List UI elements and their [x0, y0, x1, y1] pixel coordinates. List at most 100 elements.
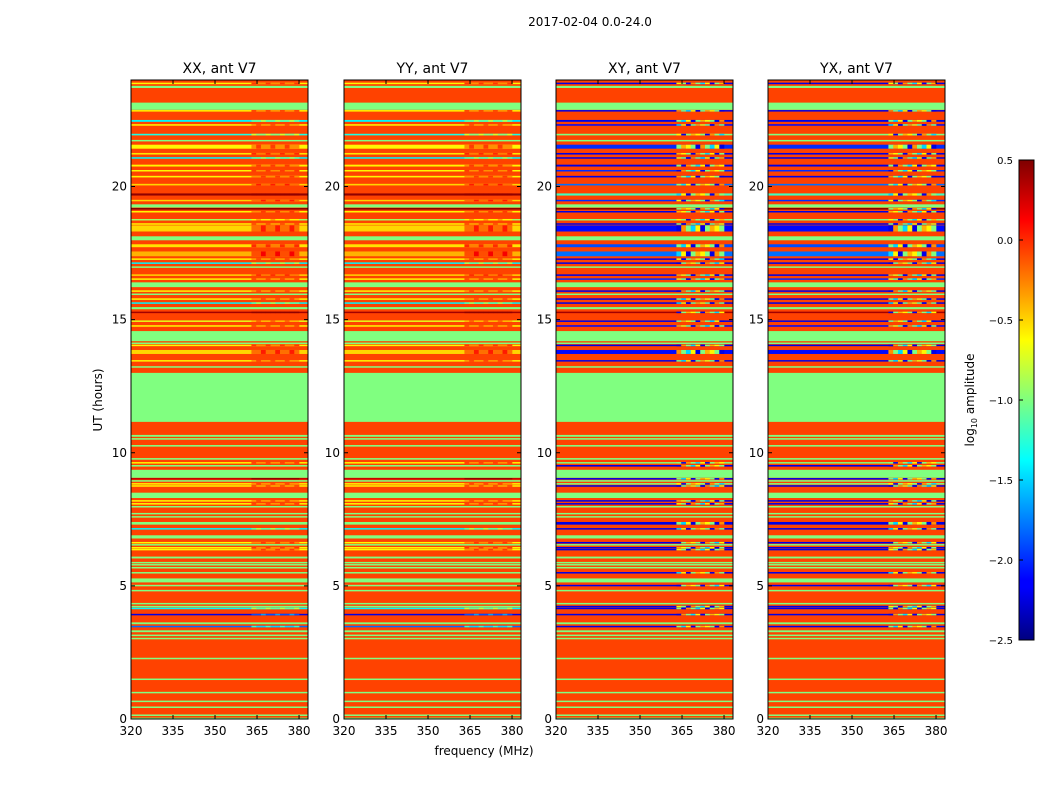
heatmap-band: [344, 528, 521, 530]
rfi-cell: [681, 169, 687, 172]
rfi-cell: [473, 133, 480, 136]
rfi-cell: [497, 274, 503, 276]
rfi-cell: [507, 133, 513, 136]
rfi-cell: [469, 462, 475, 464]
rfi-cell: [888, 199, 894, 202]
rfi-cell: [256, 183, 262, 186]
rfi-cell: [464, 175, 470, 178]
rfi-cell: [916, 144, 923, 149]
rfi-cell: [502, 244, 508, 248]
rfi-cell: [685, 144, 692, 149]
rfi-cell: [926, 462, 932, 464]
rfi-cell: [294, 607, 300, 610]
rfi-cell: [502, 503, 508, 505]
rfi-cell: [685, 311, 692, 314]
rfi-cell: [921, 183, 927, 186]
rfi-cell: [473, 607, 480, 610]
rfi-cell: [279, 225, 286, 232]
rfi-cell: [265, 225, 271, 232]
rfi-cell: [260, 541, 267, 544]
rfi-cell: [681, 311, 687, 314]
rfi-cell: [897, 258, 904, 260]
rfi-cell: [714, 223, 720, 225]
rfi-cell: [695, 183, 701, 186]
rfi-cell: [685, 193, 692, 196]
rfi-cell: [916, 124, 923, 126]
rfi-cell: [719, 193, 725, 196]
rfi-cell: [289, 311, 295, 314]
heatmap-band: [344, 251, 521, 257]
rfi-cell: [492, 124, 499, 126]
heatmap-band: [556, 124, 733, 126]
rfi-cell: [289, 258, 295, 260]
rfi-cell: [502, 320, 508, 322]
rfi-cell: [497, 298, 503, 300]
rfi-cell: [469, 199, 475, 202]
rfi-cell: [294, 262, 300, 264]
rfi-cell: [709, 478, 715, 480]
rfi-cell: [912, 244, 918, 248]
rfi-cell: [888, 258, 894, 260]
rfi-cell: [709, 613, 715, 616]
rfi-cell: [695, 218, 701, 221]
rfi-cell: [709, 302, 715, 304]
rfi-cell: [907, 521, 913, 525]
rfi-cell: [492, 547, 499, 549]
rfi-cell: [709, 311, 715, 314]
rfi-cell: [497, 82, 503, 85]
rfi-cell: [289, 302, 295, 304]
rfi-cell: [473, 175, 480, 178]
rfi-cell: [902, 144, 908, 149]
heatmap-band: [556, 366, 733, 368]
rfi-cell: [690, 290, 696, 292]
rfi-cell: [912, 462, 918, 464]
rfi-cell: [260, 152, 267, 155]
heatmap-band: [344, 480, 521, 482]
rfi-cell: [916, 311, 923, 314]
x-tick-label: 380: [288, 724, 311, 738]
axes-frame: [130, 79, 309, 720]
rfi-cell: [681, 500, 687, 502]
heatmap-band: [131, 139, 308, 142]
rfi-cell: [902, 462, 908, 464]
rfi-cell: [888, 462, 894, 464]
heatmap-band: [556, 244, 733, 248]
heatmap-band: [344, 293, 521, 296]
rfi-cell: [497, 183, 503, 186]
rfi-cell: [916, 548, 923, 551]
rfi-cell: [469, 485, 475, 487]
rfi-cell: [907, 218, 913, 221]
heatmap-band: [556, 535, 733, 539]
rfi-cell: [719, 278, 725, 280]
rfi-cell: [700, 169, 706, 172]
rfi-cell: [709, 169, 715, 172]
rfi-cell: [284, 311, 290, 314]
rfi-cell: [719, 528, 725, 530]
rfi-cell: [907, 110, 913, 112]
rfi-cell: [478, 462, 484, 464]
colorbar-tick-label: −0.5: [989, 316, 1013, 327]
rfi-cell: [483, 302, 489, 304]
rfi-cell: [907, 133, 913, 136]
rfi-cell: [690, 164, 696, 167]
rfi-cell: [497, 500, 503, 502]
rfi-cell: [893, 183, 899, 186]
rfi-cell: [488, 157, 494, 159]
rfi-cell: [921, 325, 927, 327]
rfi-cell: [497, 503, 503, 505]
rfi-cell: [284, 485, 290, 487]
rfi-cell: [902, 485, 908, 487]
rfi-cell: [700, 464, 706, 467]
rfi-cell: [492, 152, 499, 155]
rfi-cell: [265, 208, 271, 210]
rfi-cell: [478, 547, 484, 549]
heatmap-band: [344, 169, 521, 172]
rfi-cell: [265, 223, 271, 225]
heatmap-band: [344, 584, 521, 587]
rfi-cell: [719, 274, 725, 276]
heatmap-band: [131, 622, 308, 625]
x-tick-label: 350: [629, 724, 652, 738]
rfi-cell: [700, 521, 706, 525]
rfi-cell: [719, 133, 725, 136]
rfi-cell: [492, 349, 499, 354]
